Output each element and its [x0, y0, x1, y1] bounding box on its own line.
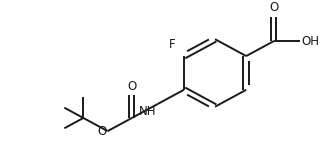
Text: O: O — [269, 1, 279, 14]
Text: O: O — [127, 80, 137, 93]
Text: NH: NH — [139, 105, 157, 118]
Text: F: F — [169, 38, 176, 51]
Text: O: O — [98, 125, 107, 138]
Text: OH: OH — [301, 34, 319, 48]
